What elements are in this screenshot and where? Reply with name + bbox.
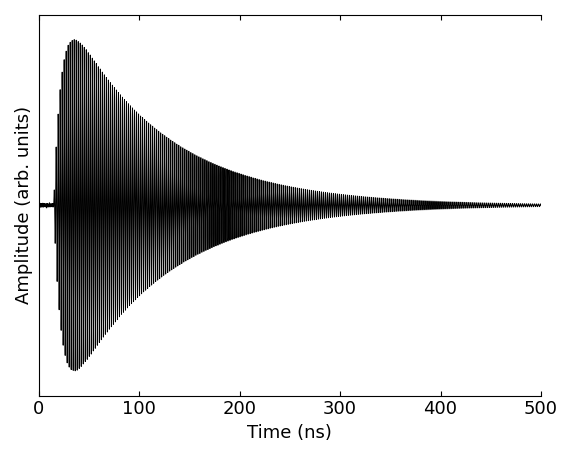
X-axis label: Time (ns): Time (ns) <box>248 424 332 442</box>
Y-axis label: Amplitude (arb. units): Amplitude (arb. units) <box>15 106 33 304</box>
